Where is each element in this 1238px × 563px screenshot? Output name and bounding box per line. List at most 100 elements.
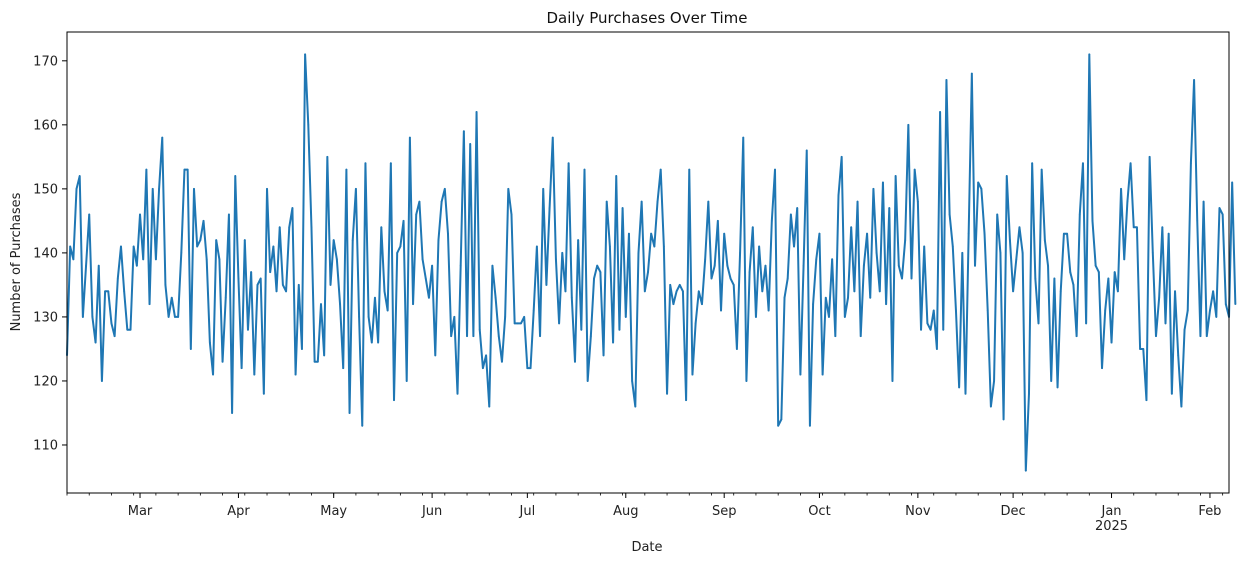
data-point — [1218, 207, 1221, 209]
x-tick-label: Jul — [519, 504, 536, 519]
x-tick-label: Apr — [227, 504, 250, 519]
data-point — [431, 264, 434, 267]
data-point — [183, 168, 186, 171]
data-point — [609, 245, 611, 248]
data-point — [507, 187, 510, 190]
data-point — [402, 219, 405, 222]
data-point — [228, 213, 230, 216]
data-point — [326, 155, 329, 158]
data-point — [1151, 252, 1154, 254]
data-point — [545, 284, 548, 286]
data-point — [1170, 392, 1173, 395]
data-point — [393, 399, 395, 402]
data-point — [285, 290, 287, 293]
data-point — [180, 252, 183, 254]
data-point — [758, 245, 761, 248]
data-point — [799, 373, 802, 376]
y-tick-label: 130 — [33, 310, 58, 325]
data-point — [364, 162, 367, 165]
data-point — [186, 168, 189, 171]
data-point — [447, 232, 449, 235]
data-point — [1056, 386, 1059, 389]
data-point — [656, 200, 659, 203]
data-point — [824, 296, 827, 299]
data-point — [418, 200, 421, 203]
data-point — [707, 200, 710, 203]
data-point — [101, 380, 103, 382]
data-point — [320, 303, 322, 306]
data-point — [593, 277, 595, 280]
data-point — [631, 380, 634, 382]
data-point — [993, 380, 995, 382]
data-point — [742, 136, 745, 139]
data-point — [434, 354, 437, 357]
data-point — [955, 309, 957, 312]
data-point — [542, 187, 545, 190]
data-point — [923, 245, 926, 248]
data-point — [164, 284, 167, 286]
y-axis-ticks: 110 120 130 140 150 160 170 — [33, 54, 67, 453]
data-point — [269, 271, 272, 273]
data-point — [1174, 290, 1176, 293]
data-point — [586, 380, 589, 382]
data-point — [920, 328, 922, 331]
data-point — [151, 187, 154, 190]
data-point — [199, 239, 202, 241]
data-point — [1212, 290, 1215, 293]
data-point — [729, 277, 732, 280]
data-point — [675, 290, 678, 293]
data-point — [501, 360, 503, 363]
data-point — [1234, 303, 1237, 306]
data-point — [1183, 328, 1186, 331]
data-point — [129, 328, 132, 331]
data-point — [281, 284, 284, 286]
data-point — [1015, 258, 1018, 261]
data-point — [948, 213, 951, 216]
data-point — [904, 239, 907, 241]
data-point — [126, 328, 129, 331]
data-point — [1104, 309, 1107, 312]
data-point — [231, 412, 233, 414]
data-point — [205, 258, 208, 261]
data-point — [345, 168, 348, 171]
data-point — [1107, 277, 1110, 280]
data-point — [621, 207, 624, 209]
data-point — [1094, 264, 1097, 267]
data-point — [234, 175, 237, 177]
data-point — [1053, 277, 1056, 280]
data-point — [1209, 309, 1211, 312]
data-point — [1221, 213, 1224, 216]
data-point — [332, 239, 335, 241]
data-point — [323, 354, 326, 357]
data-point — [662, 245, 665, 248]
data-point — [809, 424, 811, 427]
data-point — [602, 354, 605, 357]
data-point — [859, 335, 862, 338]
data-point — [1078, 213, 1081, 216]
data-point — [1005, 175, 1008, 177]
data-point — [355, 187, 357, 190]
data-point — [669, 284, 672, 286]
data-point — [1224, 303, 1227, 306]
data-point — [1180, 405, 1183, 408]
data-point — [313, 360, 316, 363]
data-point — [726, 264, 729, 267]
y-tick-label: 170 — [33, 54, 58, 69]
y-axis-title: Number of Purchases — [9, 192, 24, 331]
data-point — [1002, 418, 1005, 421]
data-point — [78, 175, 81, 177]
data-point — [297, 284, 300, 286]
data-point — [275, 290, 278, 293]
data-point — [1164, 322, 1167, 325]
data-point — [399, 245, 402, 248]
x-tick-label: Sep — [712, 504, 737, 519]
data-point — [523, 316, 526, 318]
data-point — [367, 316, 370, 318]
data-point — [1215, 316, 1218, 318]
data-point — [196, 245, 199, 248]
data-point — [1069, 271, 1072, 273]
data-point — [596, 264, 599, 267]
data-point — [1120, 187, 1122, 190]
data-point — [1034, 277, 1037, 280]
data-point — [634, 405, 637, 408]
